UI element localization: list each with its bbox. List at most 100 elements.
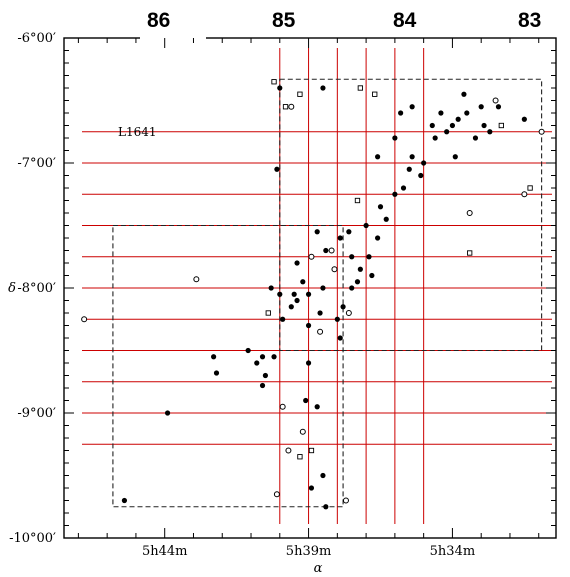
point-square-9 xyxy=(372,91,378,97)
point-filled-72 xyxy=(444,129,450,135)
point-filled-7 xyxy=(245,347,251,354)
point-filled-6 xyxy=(271,354,277,360)
point-filled-46 xyxy=(300,279,306,285)
point-open-2 xyxy=(331,266,338,273)
point-filled-29 xyxy=(421,160,427,166)
point-filled-42 xyxy=(337,235,343,241)
point-square-7 xyxy=(527,185,533,191)
plot-frame xyxy=(63,36,557,539)
point-filled-67 xyxy=(369,272,375,279)
top-border-gap xyxy=(140,36,206,41)
y-tick-label-0: -6°00′ xyxy=(17,31,56,46)
point-filled-31 xyxy=(449,122,456,129)
point-filled-65 xyxy=(288,304,294,310)
point-square-5 xyxy=(308,447,315,454)
point-filled-26 xyxy=(377,204,384,210)
point-filled-19 xyxy=(334,316,340,322)
point-square-4 xyxy=(297,454,303,460)
point-filled-17 xyxy=(305,322,312,329)
point-filled-21 xyxy=(349,285,355,291)
point-filled-69 xyxy=(481,122,487,129)
strip-label-84: 84 xyxy=(393,9,417,32)
point-filled-30 xyxy=(432,135,438,141)
y-axis-label: δ xyxy=(8,281,16,296)
x-tick-label-0: 5h44m xyxy=(142,544,188,559)
point-filled-63 xyxy=(452,154,458,160)
red-grid-overlay xyxy=(82,48,552,524)
strip-label-85: 85 xyxy=(272,9,296,32)
point-open-6 xyxy=(345,310,352,316)
point-filled-73 xyxy=(409,104,415,110)
x-tick-label-2: 5h34m xyxy=(430,544,476,559)
point-filled-4 xyxy=(320,285,326,291)
point-filled-36 xyxy=(409,154,415,160)
point-filled-5 xyxy=(259,354,266,360)
point-open-14 xyxy=(492,97,499,104)
tick-labels: -6°00′ -7°00′ -8°00′ -9°00′ -10°00′ 5h44m 5h39… xyxy=(9,31,475,559)
point-filled-22 xyxy=(357,266,363,272)
point-square-8 xyxy=(265,310,271,316)
point-filled-23 xyxy=(349,254,355,260)
point-filled-8 xyxy=(254,360,260,366)
point-filled-1 xyxy=(277,291,283,297)
point-open-0 xyxy=(81,316,88,323)
point-filled-33 xyxy=(478,104,484,110)
point-filled-55 xyxy=(320,85,326,91)
point-open-9 xyxy=(342,497,349,504)
point-open-1 xyxy=(193,276,200,283)
point-open-12 xyxy=(521,191,528,198)
point-filled-51 xyxy=(323,504,329,510)
point-open-10 xyxy=(288,103,295,110)
strip-label-83: 83 xyxy=(518,9,541,32)
point-filled-38 xyxy=(383,216,389,222)
x-tick-label-1: 5h39m xyxy=(286,544,332,559)
point-filled-66 xyxy=(280,316,286,322)
outline-northern-field xyxy=(279,78,543,352)
axis-ticks xyxy=(64,38,556,539)
point-open-16 xyxy=(308,253,315,260)
y-tick-label-1: -7°00′ xyxy=(17,156,56,171)
point-filled-25 xyxy=(363,222,369,229)
point-filled-61 xyxy=(487,129,493,135)
point-filled-2 xyxy=(291,291,297,297)
point-open-11 xyxy=(466,210,473,216)
point-filled-70 xyxy=(461,91,467,97)
point-filled-18 xyxy=(340,304,346,310)
point-open-15 xyxy=(299,428,306,435)
point-filled-28 xyxy=(406,166,412,172)
point-filled-49 xyxy=(314,404,320,410)
point-filled-60 xyxy=(472,135,479,141)
point-filled-56 xyxy=(375,154,381,160)
point-open-8 xyxy=(273,491,280,498)
point-filled-0 xyxy=(268,285,274,291)
point-open-7 xyxy=(328,247,335,254)
point-filled-64 xyxy=(418,172,424,179)
point-filled-11 xyxy=(211,354,217,360)
point-filled-68 xyxy=(398,110,404,116)
point-filled-45 xyxy=(294,260,300,266)
point-square-1 xyxy=(282,104,289,110)
point-filled-39 xyxy=(375,235,381,241)
point-filled-40 xyxy=(366,254,372,260)
point-filled-14 xyxy=(121,497,128,504)
point-open-4 xyxy=(279,403,286,410)
point-filled-41 xyxy=(354,279,361,285)
point-filled-44 xyxy=(314,229,320,235)
point-filled-52 xyxy=(308,485,315,491)
point-square-10 xyxy=(467,250,473,256)
point-filled-12 xyxy=(213,370,220,376)
y-tick-label-4: -10°00′ xyxy=(9,531,56,546)
point-filled-71 xyxy=(495,104,502,110)
point-filled-32 xyxy=(464,110,470,116)
point-square-3 xyxy=(354,197,361,204)
point-filled-3 xyxy=(305,291,312,297)
point-filled-27 xyxy=(392,191,398,197)
point-filled-35 xyxy=(521,116,527,122)
point-filled-13 xyxy=(164,410,171,416)
region-label: L1641 xyxy=(118,125,157,139)
point-square-11 xyxy=(357,85,364,91)
x-axis-label: α xyxy=(314,561,323,576)
y-tick-label-2: -8°00′ xyxy=(17,281,56,296)
point-filled-47 xyxy=(305,360,312,366)
